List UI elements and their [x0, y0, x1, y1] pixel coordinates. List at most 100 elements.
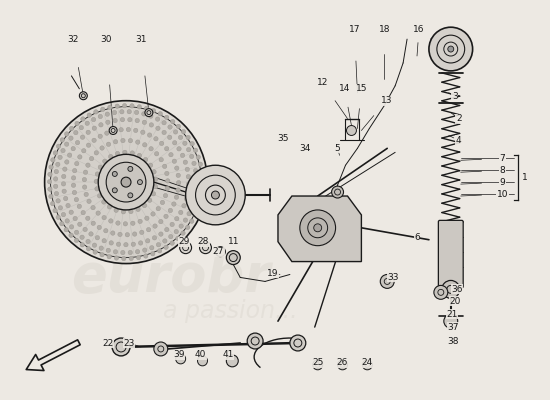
Text: 17: 17 [349, 25, 360, 34]
Circle shape [104, 131, 109, 135]
Circle shape [61, 212, 65, 217]
Circle shape [144, 106, 148, 111]
Circle shape [99, 246, 103, 250]
Circle shape [190, 154, 194, 158]
Circle shape [177, 147, 181, 151]
Text: 16: 16 [413, 25, 425, 34]
Circle shape [169, 152, 173, 157]
Circle shape [45, 101, 207, 264]
Circle shape [102, 216, 106, 220]
Circle shape [175, 236, 180, 240]
Circle shape [86, 130, 90, 134]
Circle shape [86, 216, 90, 220]
Text: 25: 25 [312, 358, 323, 367]
Circle shape [123, 150, 127, 154]
Circle shape [113, 118, 117, 123]
Circle shape [211, 191, 219, 199]
Circle shape [133, 232, 137, 236]
Circle shape [174, 230, 178, 234]
Circle shape [102, 238, 106, 243]
Circle shape [73, 216, 78, 221]
Circle shape [65, 160, 69, 164]
Circle shape [112, 188, 117, 193]
Circle shape [80, 235, 84, 240]
Circle shape [74, 230, 79, 234]
Circle shape [78, 155, 82, 159]
Text: 8: 8 [499, 166, 505, 175]
Circle shape [158, 220, 163, 224]
Circle shape [91, 117, 96, 122]
Circle shape [61, 148, 65, 153]
Circle shape [173, 141, 177, 145]
Circle shape [168, 208, 173, 213]
Circle shape [164, 115, 169, 120]
Circle shape [58, 206, 63, 210]
Circle shape [98, 154, 154, 210]
Circle shape [172, 159, 177, 164]
Circle shape [75, 121, 79, 126]
Circle shape [86, 246, 91, 251]
Circle shape [69, 225, 74, 229]
Text: 21: 21 [446, 310, 458, 319]
Circle shape [135, 250, 140, 254]
Circle shape [166, 179, 170, 183]
Circle shape [69, 126, 74, 131]
Circle shape [117, 242, 120, 246]
Circle shape [78, 222, 82, 226]
Circle shape [86, 163, 90, 167]
Circle shape [81, 148, 86, 153]
Circle shape [346, 126, 356, 136]
Circle shape [126, 127, 130, 132]
Circle shape [139, 241, 143, 245]
Circle shape [142, 203, 147, 208]
Circle shape [112, 338, 130, 356]
Circle shape [56, 215, 60, 220]
Circle shape [120, 110, 124, 114]
Circle shape [147, 133, 152, 137]
Circle shape [194, 168, 198, 173]
Circle shape [142, 248, 147, 252]
Circle shape [128, 118, 132, 122]
Text: 9: 9 [499, 178, 505, 187]
Circle shape [116, 151, 120, 156]
Circle shape [164, 214, 168, 218]
Circle shape [162, 120, 166, 125]
Circle shape [146, 228, 151, 232]
Circle shape [103, 228, 108, 233]
Text: 2: 2 [456, 114, 461, 123]
Circle shape [151, 212, 155, 216]
Circle shape [165, 186, 169, 190]
Circle shape [227, 251, 240, 264]
Circle shape [134, 128, 138, 132]
Text: 10: 10 [497, 190, 508, 198]
Circle shape [56, 162, 60, 166]
Circle shape [114, 256, 119, 260]
Circle shape [112, 172, 117, 176]
Circle shape [141, 130, 145, 134]
Circle shape [83, 227, 87, 232]
Circle shape [56, 144, 60, 148]
Circle shape [106, 162, 146, 202]
Circle shape [180, 242, 191, 254]
Circle shape [179, 224, 183, 228]
Circle shape [81, 210, 85, 215]
Circle shape [93, 250, 97, 254]
Circle shape [448, 46, 454, 52]
Circle shape [138, 219, 142, 224]
Circle shape [63, 167, 67, 171]
Circle shape [185, 167, 189, 172]
Circle shape [183, 141, 187, 146]
Circle shape [98, 165, 102, 169]
Circle shape [113, 140, 118, 144]
Circle shape [332, 186, 344, 198]
Circle shape [103, 159, 107, 163]
Circle shape [160, 141, 164, 146]
Circle shape [48, 172, 52, 176]
Circle shape [65, 219, 69, 223]
Circle shape [61, 182, 65, 186]
Circle shape [75, 140, 80, 145]
Circle shape [186, 174, 190, 179]
Text: 31: 31 [135, 35, 147, 44]
Circle shape [135, 140, 140, 144]
Circle shape [194, 148, 198, 152]
